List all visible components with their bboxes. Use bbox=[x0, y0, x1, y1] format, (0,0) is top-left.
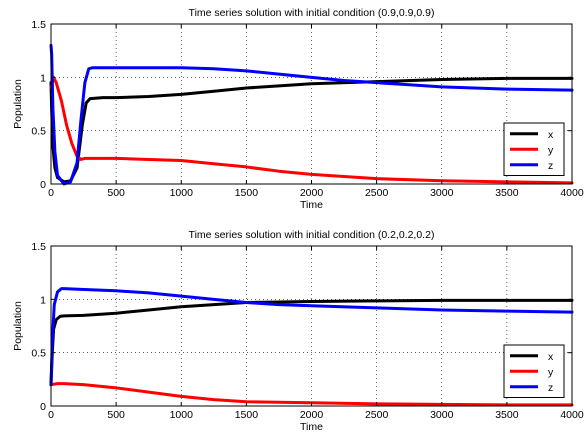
series-line-z bbox=[49, 287, 574, 387]
legend-label-x: x bbox=[548, 129, 554, 141]
y-tick-label: 0.5 bbox=[31, 348, 46, 360]
x-tick-label: 1000 bbox=[170, 409, 194, 421]
series-line-y bbox=[49, 75, 574, 185]
x-tick-label: 4000 bbox=[560, 409, 584, 421]
chart-bottom: Time series solution with initial condit… bbox=[12, 229, 584, 433]
y-tick-label: 1 bbox=[40, 72, 46, 84]
x-axis-label: Time bbox=[300, 421, 323, 433]
x-tick-label: 2500 bbox=[365, 187, 389, 199]
chart-title: Time series solution with initial condit… bbox=[189, 229, 435, 241]
y-tick-label: 1.5 bbox=[31, 241, 46, 253]
x-tick-label: 4000 bbox=[560, 187, 584, 199]
series-line-z bbox=[49, 43, 574, 186]
y-tick-label: 0.5 bbox=[31, 126, 46, 138]
x-tick-label: 1000 bbox=[170, 187, 194, 199]
x-axis-label: Time bbox=[300, 199, 323, 211]
y-axis-label: Population bbox=[12, 301, 24, 351]
x-tick-label: 0 bbox=[48, 187, 54, 199]
x-tick-label: 3500 bbox=[495, 409, 519, 421]
x-tick-label: 2500 bbox=[365, 409, 389, 421]
legend-label-z: z bbox=[548, 382, 553, 394]
y-tick-label: 1.5 bbox=[31, 19, 46, 31]
chart-top: Time series solution with initial condit… bbox=[12, 7, 584, 211]
legend: xyz bbox=[503, 344, 565, 398]
chart-title: Time series solution with initial condit… bbox=[189, 7, 435, 19]
x-tick-label: 2000 bbox=[300, 187, 324, 199]
x-tick-label: 3000 bbox=[430, 187, 454, 199]
y-tick-label: 0 bbox=[40, 179, 46, 191]
x-tick-label: 500 bbox=[107, 187, 125, 199]
legend: xyz bbox=[503, 122, 565, 176]
legend-label-y: y bbox=[548, 366, 554, 378]
x-tick-label: 500 bbox=[107, 409, 125, 421]
y-axis-label: Population bbox=[12, 79, 24, 129]
legend-label-x: x bbox=[548, 351, 554, 363]
legend-label-y: y bbox=[548, 144, 554, 156]
x-tick-label: 0 bbox=[48, 409, 54, 421]
x-tick-label: 2000 bbox=[300, 409, 324, 421]
x-tick-label: 3500 bbox=[495, 187, 519, 199]
legend-label-z: z bbox=[548, 160, 553, 172]
x-tick-label: 3000 bbox=[430, 409, 454, 421]
y-tick-label: 1 bbox=[40, 294, 46, 306]
y-tick-label: 0 bbox=[40, 401, 46, 413]
series-line-x bbox=[49, 298, 574, 387]
x-tick-label: 1500 bbox=[235, 409, 259, 421]
series-line-y bbox=[49, 382, 574, 407]
x-tick-label: 1500 bbox=[235, 187, 259, 199]
